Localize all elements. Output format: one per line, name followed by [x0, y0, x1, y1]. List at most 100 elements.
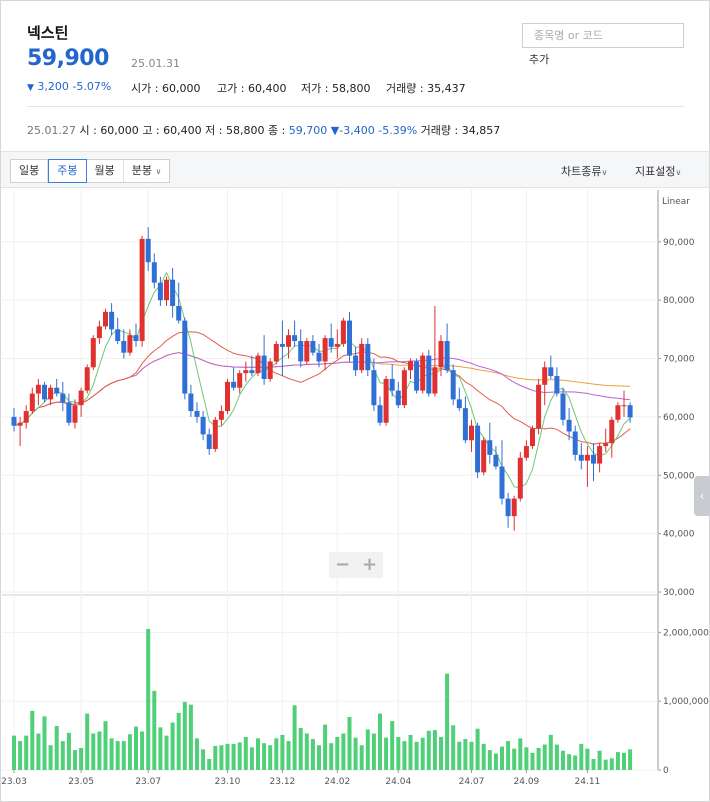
volume-bar [359, 745, 364, 770]
candle-body [109, 311, 115, 330]
candle-body [523, 446, 529, 458]
daily-open-label: 시 [79, 124, 90, 137]
side-panel-toggle[interactable]: ‹ [694, 476, 710, 516]
x-tick-label: 24.04 [385, 777, 411, 787]
tab-weekly[interactable]: 주봉 [48, 159, 87, 183]
volume-bar [628, 749, 633, 770]
chart-type-label: 차트종류 [561, 165, 602, 178]
low-value: 58,800 [331, 82, 371, 95]
volume-bar [347, 717, 352, 770]
volume-bar [329, 743, 334, 770]
candle-body [420, 355, 426, 391]
daily-volume: 거래량 : 34,857 [420, 124, 501, 137]
volume-bar [542, 744, 547, 770]
volume-bar [426, 730, 431, 770]
candle-body [60, 393, 66, 403]
volume-bar [18, 741, 23, 770]
candle-body [383, 378, 389, 423]
volume-bar [225, 743, 230, 770]
candle-body [377, 405, 383, 423]
candle-body [603, 443, 609, 447]
volume-bar [524, 747, 529, 770]
tab-monthly[interactable]: 월봉 [87, 160, 124, 182]
volume-bar [439, 736, 443, 770]
volume-bar [97, 731, 102, 770]
volume-bar [469, 741, 474, 770]
candle-body [261, 355, 267, 379]
stock-search-input[interactable] [523, 24, 683, 47]
volume-bar [579, 743, 584, 770]
zoom-out-button[interactable]: − [334, 554, 351, 575]
indicator-settings-dropdown[interactable]: 지표설정∨ [635, 163, 681, 179]
period-tabs: 일봉 주봉 월봉 분봉 ∨ [10, 159, 171, 183]
volume-bar [170, 722, 175, 770]
volume-bar [591, 758, 596, 770]
volume-bar [451, 725, 456, 770]
candle-body [353, 355, 359, 371]
candle-body [450, 370, 456, 400]
candle-body [615, 405, 621, 420]
candle-body [11, 416, 17, 426]
candle-body [578, 454, 584, 461]
candle-body [90, 338, 96, 368]
volume-bar [54, 725, 59, 770]
candle-body [29, 393, 35, 412]
volume-bar [24, 735, 29, 770]
volume-bar [512, 748, 517, 770]
tab-minute[interactable]: 분봉 ∨ [124, 160, 170, 182]
daily-volume-label: 거래량 [420, 124, 452, 137]
volume-info: 거래량 : 35,437 [386, 82, 466, 95]
candle-body [469, 425, 474, 441]
daily-close: 종 : 59,700 [267, 124, 328, 137]
candle-body [328, 338, 334, 347]
volume-bar [237, 742, 242, 770]
volume-bar [353, 737, 358, 770]
volume-bar [274, 738, 279, 770]
candle-body [127, 335, 133, 353]
price-chart[interactable]: Linear 90,000 80,000 70,000 60,000 50,000 40,0… [0, 190, 710, 802]
add-button[interactable]: 추가 [529, 53, 550, 66]
tab-daily[interactable]: 일봉 [11, 160, 49, 182]
daily-low-value: 58,800 [225, 124, 265, 137]
candle-body [66, 402, 72, 423]
volume-bar [188, 704, 193, 770]
candle-body [139, 238, 145, 342]
volume-bar [573, 755, 578, 770]
candle-body [35, 384, 41, 394]
candle-body [170, 279, 176, 306]
candle-body [243, 370, 249, 374]
volume-tick-label: 2,000,000 [663, 628, 709, 638]
volume-bar [152, 690, 157, 770]
candle-body [72, 405, 78, 423]
volume-bar [85, 713, 90, 770]
candle-body [54, 387, 60, 394]
open-value: 60,000 [161, 82, 201, 95]
daily-summary: 25.01.27 시 : 60,000 고 : 60,400 저 : 58,80… [27, 122, 500, 138]
volume-bar [548, 734, 553, 770]
daily-change-amount: -3,400 [339, 124, 375, 137]
volume-bar [121, 741, 126, 770]
change-amount: 3,200 [37, 80, 69, 93]
volume-bar [243, 736, 248, 770]
candle-body [96, 326, 102, 339]
chevron-down-icon: ∨ [155, 167, 162, 176]
volume-bar [487, 750, 492, 770]
candle-body [225, 381, 230, 412]
candle-body [591, 454, 596, 464]
volume-bar [323, 724, 328, 770]
chart-type-dropdown[interactable]: 차트종류∨ [561, 163, 607, 179]
candle-body [432, 367, 438, 394]
candle-body [566, 419, 572, 432]
candle-body [475, 425, 481, 473]
candle-body [499, 466, 505, 499]
candle-body [627, 405, 633, 418]
zoom-in-button[interactable]: + [361, 554, 378, 575]
volume-tick-label: 1,000,000 [663, 697, 709, 707]
high-label: 고가 [217, 82, 238, 95]
volume-bar [445, 673, 450, 770]
volume-bar [127, 734, 132, 770]
stock-search-field[interactable] [522, 23, 684, 48]
volume-bar [384, 737, 389, 770]
candle-body [340, 320, 346, 344]
candle-body [609, 419, 615, 444]
